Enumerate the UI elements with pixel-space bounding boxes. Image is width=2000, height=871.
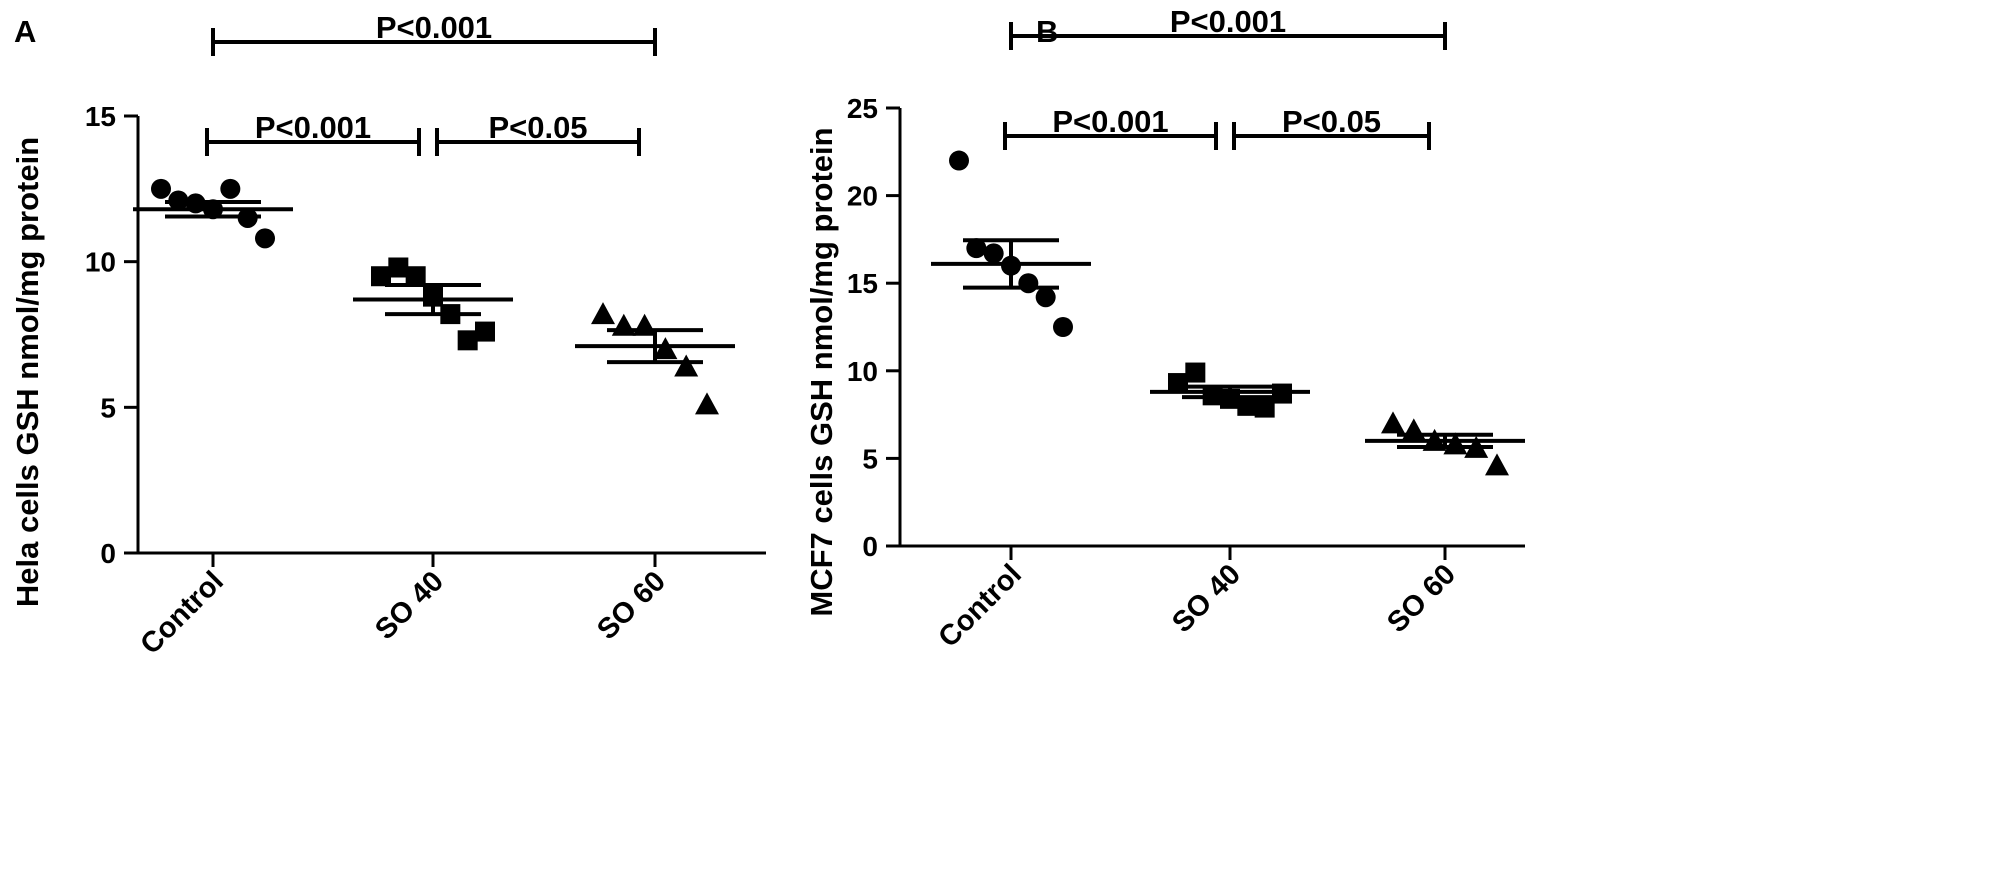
y-tick-label: 5	[862, 443, 878, 474]
data-point	[1485, 453, 1509, 476]
data-point	[949, 150, 969, 171]
y-tick-label: 0	[862, 531, 878, 562]
y-tick-label: 0	[100, 538, 116, 569]
x-tick-label: SO 60	[591, 565, 672, 646]
data-point	[1035, 287, 1056, 308]
y-tick-label: 5	[100, 392, 116, 423]
data-point	[475, 321, 495, 342]
data-point	[405, 266, 426, 287]
data-point	[388, 257, 409, 278]
p-value-label: P<0.05	[488, 110, 587, 145]
y-axis-label: Hela cells GSH nmol/mg protein	[10, 137, 45, 607]
y-tick-label: 15	[85, 101, 116, 132]
data-point	[1053, 317, 1073, 337]
data-point	[591, 302, 615, 325]
y-tick-label: 20	[847, 181, 878, 212]
p-value-label: P<0.001	[1170, 4, 1286, 39]
chart-panel-a: A Hela cells GSH nmol/mg protein 0 5 10 15 Con…	[10, 10, 766, 661]
data-point	[695, 392, 719, 415]
data-point	[1018, 273, 1039, 294]
p-value-label: P<0.05	[1282, 104, 1381, 139]
p-value-label: P<0.001	[255, 110, 371, 145]
y-axis-label: MCF7 cells GSH nmol/mg protein	[804, 127, 839, 616]
data-point	[220, 178, 241, 199]
data-point	[151, 178, 171, 199]
x-tick-label: SO 40	[1166, 558, 1247, 639]
data-point	[611, 313, 636, 336]
data-point	[1381, 411, 1405, 434]
y-tick-label: 10	[847, 356, 878, 387]
data-point	[1237, 395, 1258, 416]
data-point	[457, 330, 478, 351]
y-tick-label: 15	[847, 268, 878, 299]
data-point	[1254, 397, 1275, 418]
data-point	[371, 266, 391, 287]
data-point	[674, 354, 699, 377]
x-tick-label: Control	[134, 565, 230, 661]
y-tick-label: 10	[85, 247, 116, 278]
y-tick-label: 25	[847, 93, 878, 124]
data-point	[1185, 362, 1206, 383]
data-point	[255, 228, 275, 249]
data-point	[1401, 418, 1426, 441]
x-tick-label: Control	[932, 558, 1028, 654]
data-point	[983, 243, 1004, 264]
data-point	[966, 238, 987, 259]
x-tick-label: SO 40	[369, 565, 450, 646]
chart-panel-b: B MCF7 cells GSH nmol/mg protein 0 5 10 15 20 2…	[804, 4, 1525, 654]
p-value-label: P<0.001	[1052, 104, 1168, 139]
x-tick-label: SO 60	[1381, 558, 1462, 639]
p-value-label: P<0.001	[376, 10, 492, 45]
panel-label: A	[14, 14, 36, 49]
panel-label: B	[1036, 14, 1058, 49]
